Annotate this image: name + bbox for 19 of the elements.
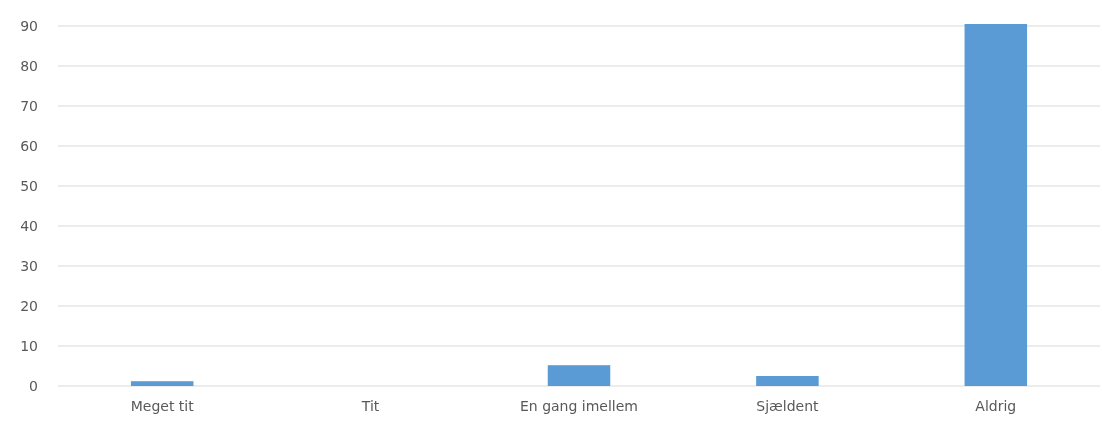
y-tick-label: 10	[20, 337, 38, 354]
bar	[964, 24, 1028, 386]
bar	[130, 381, 194, 386]
y-tick-label: 50	[20, 177, 38, 194]
x-tick-label: En gang imellem	[519, 398, 639, 414]
y-tick-label: 0	[29, 377, 38, 394]
y-tick-label: 80	[20, 57, 38, 74]
x-tick-label: Aldrig	[975, 398, 1017, 414]
bar	[756, 376, 819, 386]
y-tick-label: 40	[20, 217, 38, 234]
y-tick-label: 60	[20, 137, 38, 154]
y-tick-label: 70	[20, 97, 38, 114]
x-tick-label: Tit	[360, 398, 380, 414]
x-tick-label: Meget tit	[130, 398, 195, 414]
bar	[547, 365, 611, 386]
y-tick-label: 90	[20, 17, 38, 34]
x-tick-label: Sjældent	[756, 398, 820, 414]
y-tick-label: 20	[20, 297, 38, 314]
y-tick-label: 30	[20, 257, 38, 274]
